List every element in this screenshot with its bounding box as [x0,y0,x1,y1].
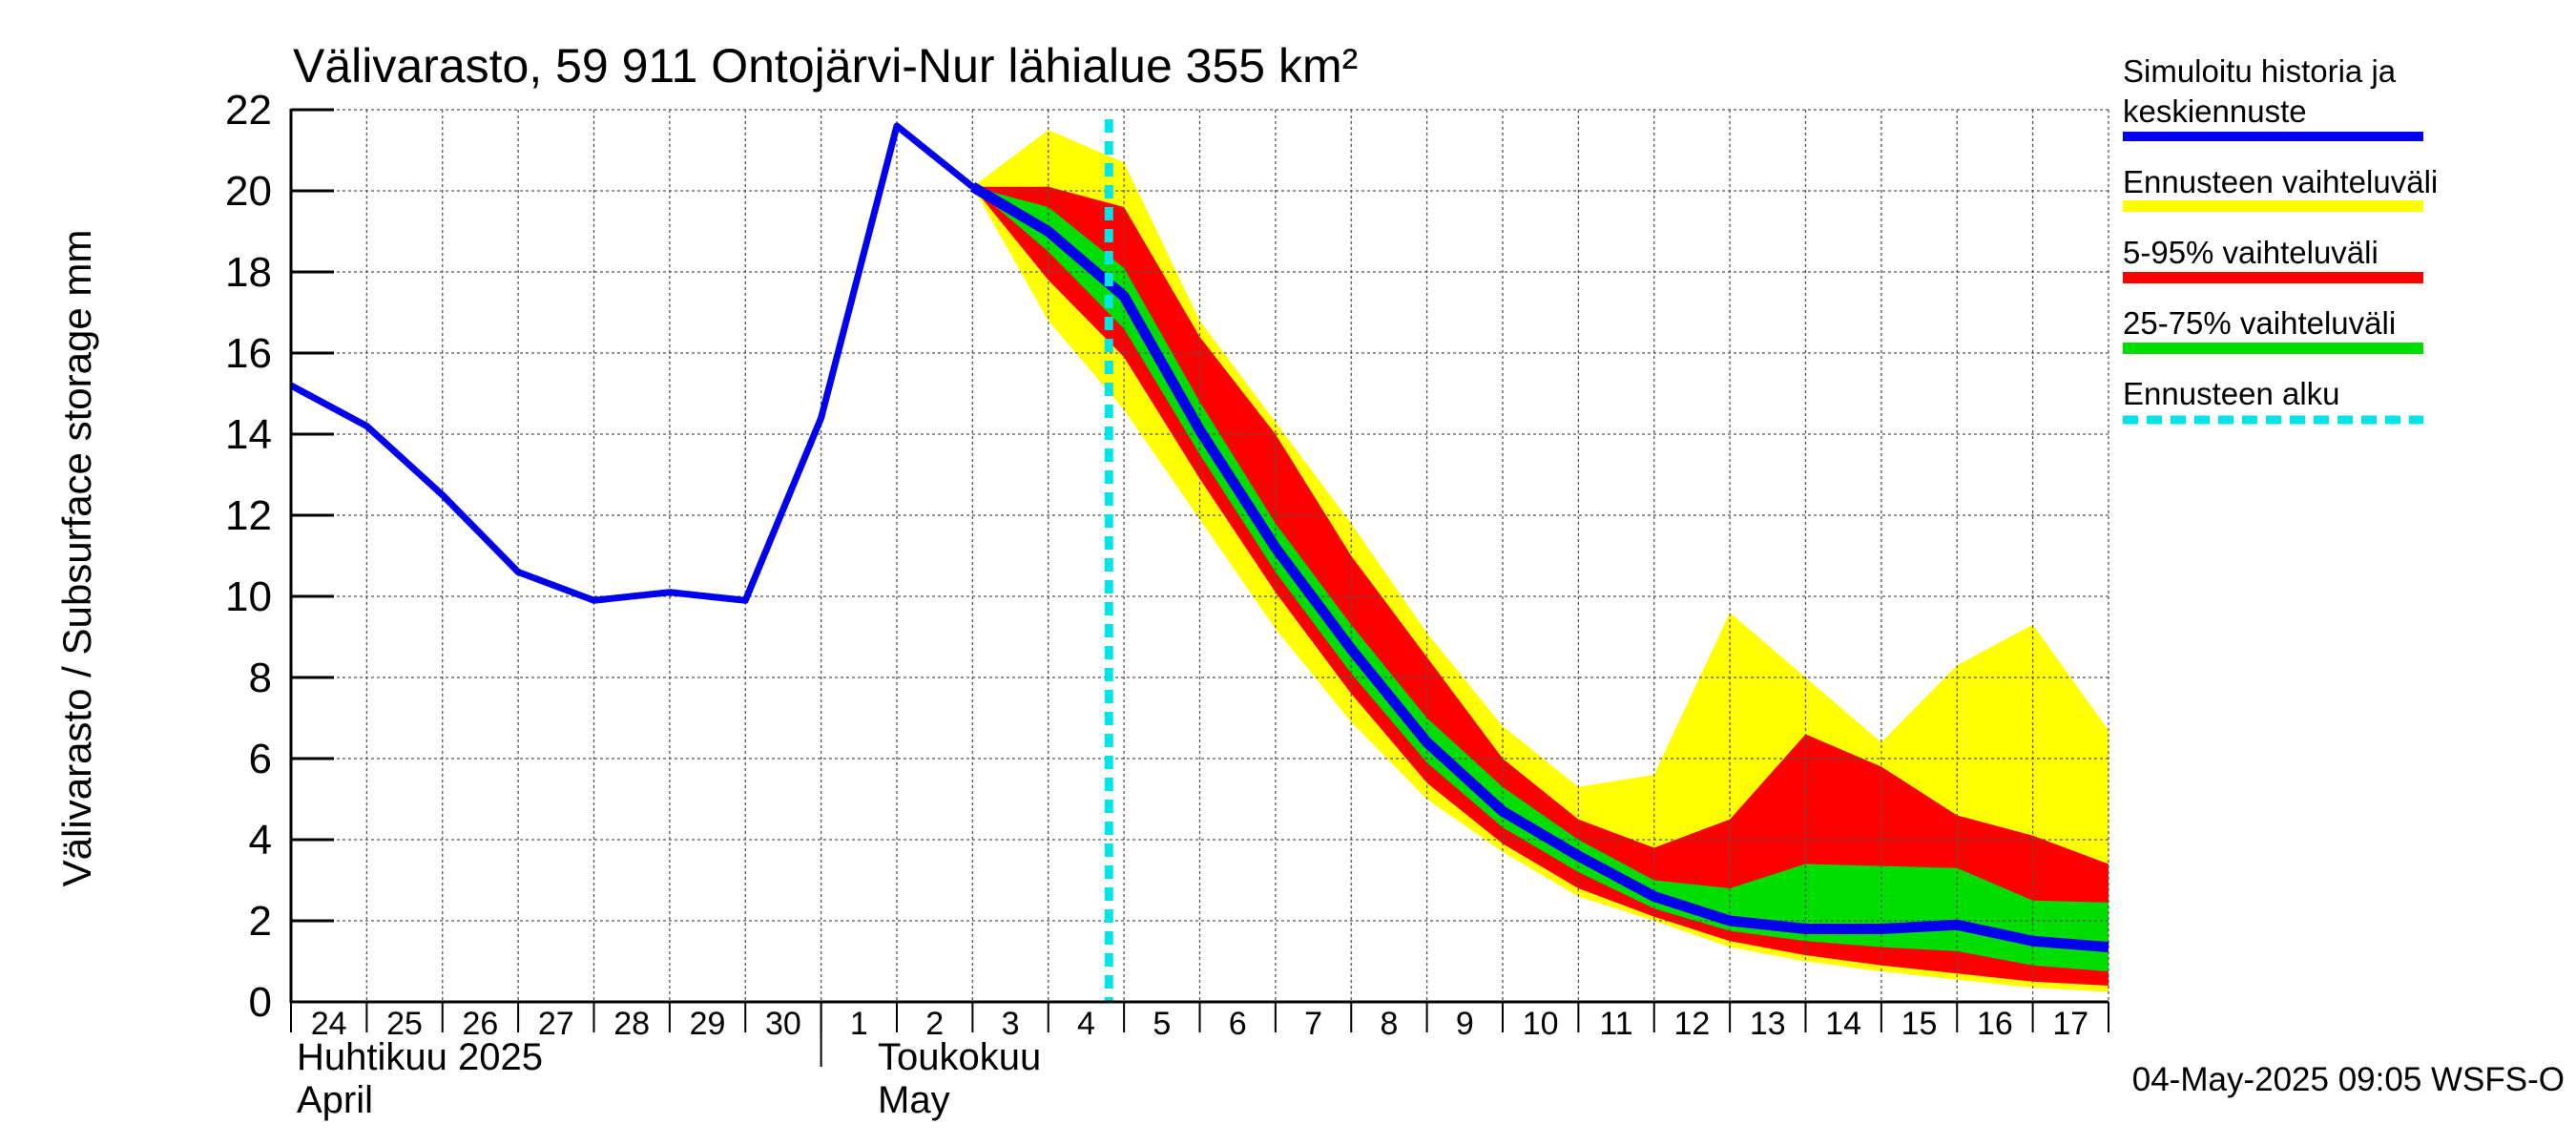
band-5-95 [972,186,2109,986]
x-tick-label: 5 [1153,1006,1171,1042]
x-tick-label: 9 [1456,1006,1474,1042]
legend-label: 25-75% vaihteluväli [2123,305,2396,341]
series-median-line [969,182,2109,953]
x-tick-label: 16 [1977,1006,2013,1042]
month-label-en: May [878,1079,950,1121]
x-tick-label: 25 [386,1006,423,1042]
legend-label: Simuloitu historia ja [2123,53,2397,89]
x-tick-label: 14 [1825,1006,1861,1042]
x-tick-label: 11 [1599,1006,1632,1042]
x-tick-label: 3 [1002,1006,1020,1042]
x-tick-label: 2 [925,1006,944,1042]
y-tick-label: 0 [249,979,272,1026]
x-tick-label: 1 [850,1006,868,1042]
y-tick-label: 22 [225,87,272,134]
chart-title: Välivarasto, 59 911 Ontojärvi-Nur lähial… [293,39,1358,93]
series-history-line [289,122,975,604]
x-tick-label: 15 [1901,1006,1938,1042]
y-tick-label: 2 [249,898,272,945]
x-tick-label: 27 [538,1006,574,1042]
y-tick-label: 4 [249,817,272,864]
x-tick-label: 28 [613,1006,650,1042]
y-tick-label: 10 [225,573,272,620]
legend-label: 5-95% vaihteluväli [2123,235,2379,270]
y-tick-label: 16 [225,330,272,377]
month-label-fi: Huhtikuu 2025 [297,1036,543,1078]
x-tick-label: 4 [1077,1006,1095,1042]
legend-label: keskiennuste [2123,94,2307,129]
series-lines [289,119,2109,1002]
x-tick-label: 10 [1523,1006,1559,1042]
y-tick-label: 14 [225,411,272,458]
x-tick-label: 6 [1229,1006,1247,1042]
month-label-fi: Toukokuu [878,1036,1041,1078]
y-tick-label: 18 [225,249,272,296]
forecast-bands [972,130,2109,992]
legend-label: Ennusteen alku [2123,376,2340,411]
y-axis-label: Välivarasto / Subsurface storage mm [54,230,99,887]
x-tick-label: 29 [690,1006,726,1042]
x-tick-label: 7 [1304,1006,1322,1042]
x-tick-label: 17 [2052,1006,2088,1042]
x-tick-label: 26 [463,1006,499,1042]
month-label-en: April [297,1079,373,1121]
x-tick-label: 8 [1380,1006,1398,1042]
y-tick-label: 8 [249,655,272,701]
y-tick-label: 12 [225,492,272,539]
legend-label: Ennusteen vaihteluväli [2123,164,2438,199]
y-tick-label: 6 [249,736,272,782]
x-tick-label: 24 [311,1006,347,1042]
x-tick-label: 30 [765,1006,801,1042]
legend: Simuloitu historia ja keskiennuste Ennuste… [2123,53,2438,425]
x-tick-label: 12 [1674,1006,1711,1042]
y-tick-label: 20 [225,168,272,215]
footer-timestamp: 04-May-2025 09:05 WSFS-O [2132,1061,2565,1098]
x-tick-label: 13 [1750,1006,1786,1042]
